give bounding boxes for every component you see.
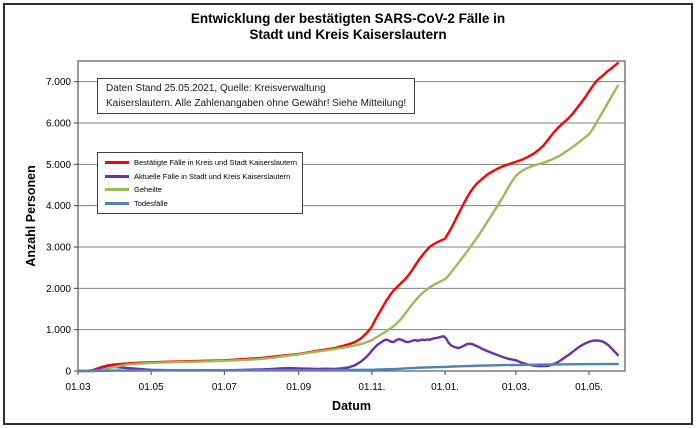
chart-title-line1: Entwicklung der bestätigten SARS-CoV-2 F… (190, 11, 506, 26)
y-tick-label: 3.000 (46, 243, 71, 254)
x-tick-label: 01.11. (358, 382, 385, 393)
y-tick-label: 1.000 (46, 325, 71, 336)
x-tick-label: 01.01. (431, 382, 459, 393)
legend-item-2: Geheilte (105, 185, 302, 194)
legend-item-3: Todesfälle (105, 199, 302, 208)
y-tick-label: 6.000 (46, 119, 71, 130)
x-axis-title: Datum (332, 399, 371, 413)
x-tick-label: 01.07 (212, 382, 237, 393)
legend-item-0: Bestätigte Fälle in Kreis und Stadt Kais… (105, 158, 302, 167)
x-tick-label: 01.05 (139, 382, 164, 393)
y-tick-label: 5.000 (46, 160, 71, 171)
x-tick-label: 01.09 (286, 382, 311, 393)
annotation-line2: Kaiserslautern. Alle Zahlenangaben ohne … (106, 98, 407, 109)
series-line-3 (76, 362, 619, 373)
x-tick-label: 01.03 (65, 382, 90, 393)
y-tick-label: 0 (65, 367, 71, 378)
data-source-annotation: Daten Stand 25.05.2021, Quelle: Kreisver… (97, 78, 416, 114)
legend-item-1: Aktuelle Fälle in Stadt und Kreis Kaiser… (105, 172, 302, 181)
legend-label-0: Bestätigte Fälle in Kreis und Stadt Kais… (134, 158, 298, 168)
x-tick-label: 01.05. (575, 382, 603, 393)
chart-title: Entwicklung der bestätigten SARS-CoV-2 F… (0, 11, 696, 43)
chart-title-line2: Stadt und Kreis Kaiserslautern (249, 27, 447, 42)
y-tick-label: 7.000 (46, 77, 71, 88)
y-axis-title: Anzahl Personen (24, 165, 38, 267)
legend-label-3: Todesfälle (134, 198, 168, 208)
legend-label-2: Geheilte (134, 185, 162, 195)
legend-swatch-0 (105, 161, 129, 165)
figure-border (3, 3, 693, 425)
legend-swatch-3 (105, 201, 129, 205)
y-tick-label: 4.000 (46, 201, 71, 212)
x-tick-label: 01.03. (502, 382, 530, 393)
legend-swatch-2 (105, 188, 129, 192)
annotation-line1: Daten Stand 25.05.2021, Quelle: Kreisver… (106, 83, 326, 94)
series-line-2 (76, 84, 619, 373)
legend-swatch-1 (105, 174, 129, 178)
legend-label-1: Aktuelle Fälle in Stadt und Kreis Kaiser… (134, 171, 291, 181)
legend-box: Bestätigte Fälle in Kreis und Stadt Kais… (97, 152, 303, 214)
y-tick-label: 2.000 (46, 284, 71, 295)
